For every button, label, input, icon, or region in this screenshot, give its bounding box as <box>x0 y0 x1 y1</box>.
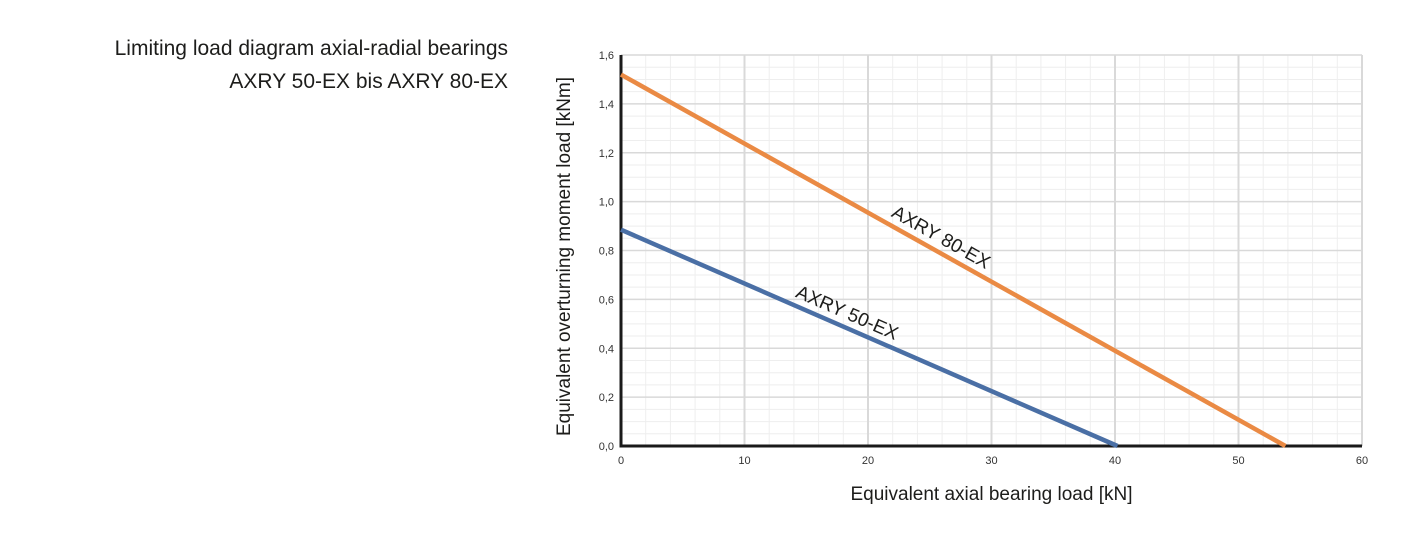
chart-title-line-1: Limiting load diagram axial-radial beari… <box>114 37 508 60</box>
x-tick-label: 30 <box>985 455 997 467</box>
y-tick-label: 0,4 <box>599 343 614 355</box>
y-tick-label: 1,0 <box>599 197 614 209</box>
y-tick-label: 0,2 <box>599 392 614 404</box>
series-line-axry-50-ex <box>620 227 1119 449</box>
series-lines <box>619 72 1287 449</box>
chart-title-line-2: AXRY 50-EX bis AXRY 80-EX <box>229 70 508 93</box>
y-tick-label: 0,8 <box>599 246 614 258</box>
x-tick-label: 20 <box>862 455 874 467</box>
y-tick-label: 1,2 <box>599 148 614 160</box>
y-tick-label: 1,4 <box>599 99 614 111</box>
x-tick-label: 60 <box>1356 455 1368 467</box>
y-tick-label: 0,6 <box>599 294 614 306</box>
x-axis-title: Equivalent axial bearing load [kN] <box>850 484 1132 505</box>
y-tick-label: 0,0 <box>599 441 614 453</box>
y-axis-title: Equivalent overturning moment load [kNm] <box>554 77 575 436</box>
x-tick-label: 50 <box>1232 455 1244 467</box>
x-tick-label: 0 <box>618 455 624 467</box>
x-tick-label: 10 <box>738 455 750 467</box>
x-tick-labels: 0 10 20 30 40 50 60 <box>618 455 1368 467</box>
series-line-axry-80-ex <box>619 72 1287 448</box>
y-tick-label: 1,6 <box>599 50 614 62</box>
axes <box>619 55 1362 448</box>
y-tick-labels: 0,0 0,2 0,4 0,6 0,8 1,0 1,2 1,4 1,6 <box>599 50 614 453</box>
major-grid <box>621 54 1363 446</box>
chart-title: Limiting load diagram axial-radial beari… <box>20 32 508 98</box>
x-tick-label: 40 <box>1109 455 1121 467</box>
